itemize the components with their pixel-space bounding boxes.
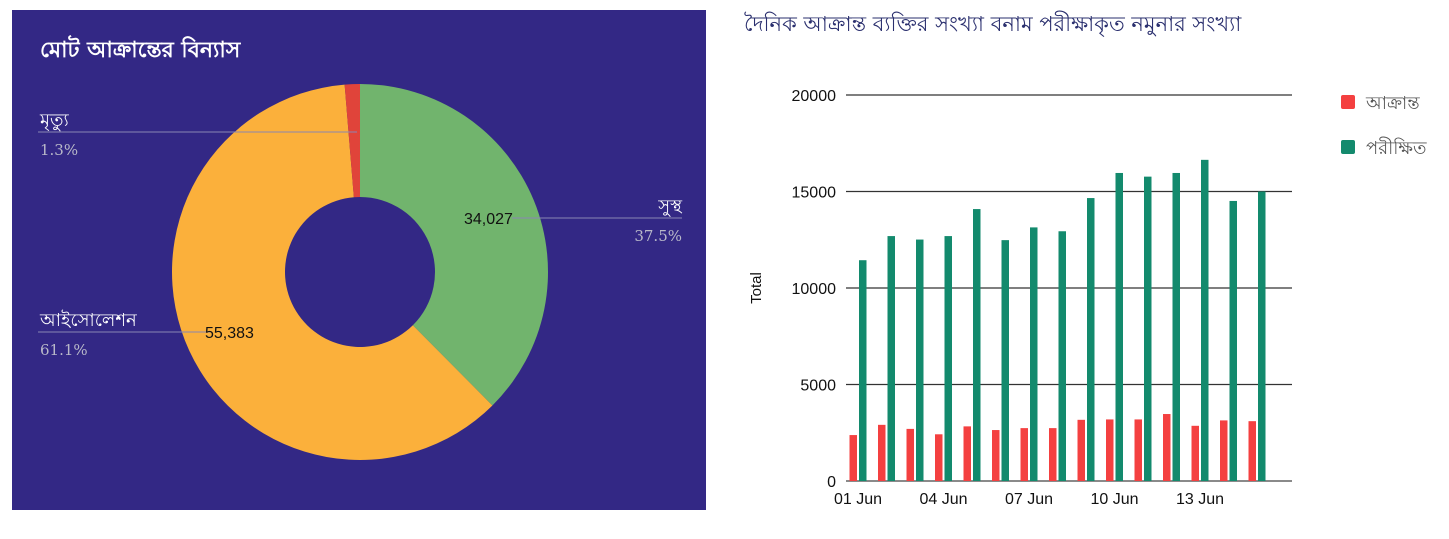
- x-tick-label-0: 01 Jun: [834, 491, 882, 508]
- bar-0-8: [1077, 419, 1085, 481]
- donut-chart: মোট আক্রান্তের বিন্যাস সুস্থ 37.5% 34,027 আ…: [38, 35, 683, 461]
- bar-1-7: [1058, 231, 1066, 481]
- bar-1-14: [1258, 191, 1266, 481]
- bar-1-5: [1001, 240, 1009, 481]
- donut-chart-title: মোট আক্রান্তের বিন্যাস: [40, 35, 242, 63]
- bar-chart: দৈনিক আক্রান্ত ব্যক্তির সংখ্যা বনাম পরীক…: [744, 11, 1427, 508]
- legend-label-1: পরীক্ষিত: [1366, 137, 1427, 159]
- legend-swatch-1: [1341, 140, 1355, 154]
- y-tick-label-1: 5000: [800, 378, 836, 395]
- donut-slice-1: [172, 84, 493, 461]
- bar-chart-title: দৈনিক আক্রান্ত ব্যক্তির সংখ্যা বনাম পরীক…: [744, 11, 1242, 37]
- bar-0-3: [935, 434, 943, 481]
- bar-1-11: [1172, 172, 1180, 482]
- donut-chart-panel: মোট আক্রান্তের বিন্যাস সুস্থ 37.5% 34,027 আ…: [12, 10, 706, 510]
- y-tick-label-2: 10000: [792, 281, 837, 298]
- bar-1-10: [1144, 176, 1152, 481]
- bar-1-8: [1087, 198, 1095, 481]
- bar-1-6: [1030, 227, 1038, 481]
- y-tick-label-3: 15000: [792, 185, 837, 202]
- y-axis-label: Total: [748, 272, 765, 304]
- donut-label-name-0: সুস্থ: [657, 196, 683, 217]
- bar-0-11: [1163, 414, 1171, 481]
- bar-0-6: [1020, 428, 1028, 481]
- bar-0-7: [1049, 428, 1057, 481]
- bar-1-12: [1201, 159, 1209, 481]
- x-tick-label-3: 04 Jun: [919, 491, 967, 508]
- bar-1-4: [973, 209, 981, 482]
- donut-slice-0: [360, 84, 549, 406]
- x-tick-label-12: 13 Jun: [1176, 491, 1224, 508]
- donut-slice-2: [344, 84, 360, 198]
- donut-label-percent-2: 1.3%: [40, 141, 78, 159]
- bar-0-12: [1191, 425, 1199, 481]
- donut-value-label-0: 34,027: [464, 211, 513, 228]
- bar-0-2: [906, 428, 914, 481]
- x-tick-label-9: 10 Jun: [1090, 491, 1138, 508]
- bar-1-9: [1115, 172, 1123, 482]
- y-tick-label-4: 20000: [792, 88, 837, 105]
- bar-0-1: [878, 424, 886, 481]
- bar-0-4: [963, 426, 971, 481]
- bar-0-14: [1248, 421, 1256, 481]
- bar-0-0: [849, 435, 857, 481]
- donut-label-percent-1: 61.1%: [40, 341, 88, 359]
- donut-label-name-2: মৃত্যু: [39, 110, 70, 131]
- bar-0-13: [1220, 420, 1228, 481]
- donut-label-name-1: আইসোলেশন: [39, 310, 137, 331]
- legend-swatch-0: [1341, 95, 1355, 109]
- bar-0-10: [1134, 419, 1142, 481]
- bar-1-3: [944, 236, 952, 481]
- bar-1-2: [916, 239, 924, 481]
- legend-label-0: আক্রান্ত: [1365, 93, 1420, 114]
- bar-1-0: [859, 260, 867, 481]
- bar-chart-panel: দৈনিক আক্রান্ত ব্যক্তির সংখ্যা বনাম পরীক…: [712, 0, 1449, 539]
- bar-1-1: [887, 236, 895, 481]
- donut-label-percent-0: 37.5%: [634, 227, 682, 245]
- donut-value-label-1: 55,383: [205, 325, 254, 342]
- bar-0-9: [1106, 419, 1114, 481]
- bar-1-13: [1229, 200, 1237, 481]
- bar-0-5: [992, 430, 1000, 481]
- x-tick-label-6: 07 Jun: [1005, 491, 1053, 508]
- y-tick-label-0: 0: [827, 474, 836, 491]
